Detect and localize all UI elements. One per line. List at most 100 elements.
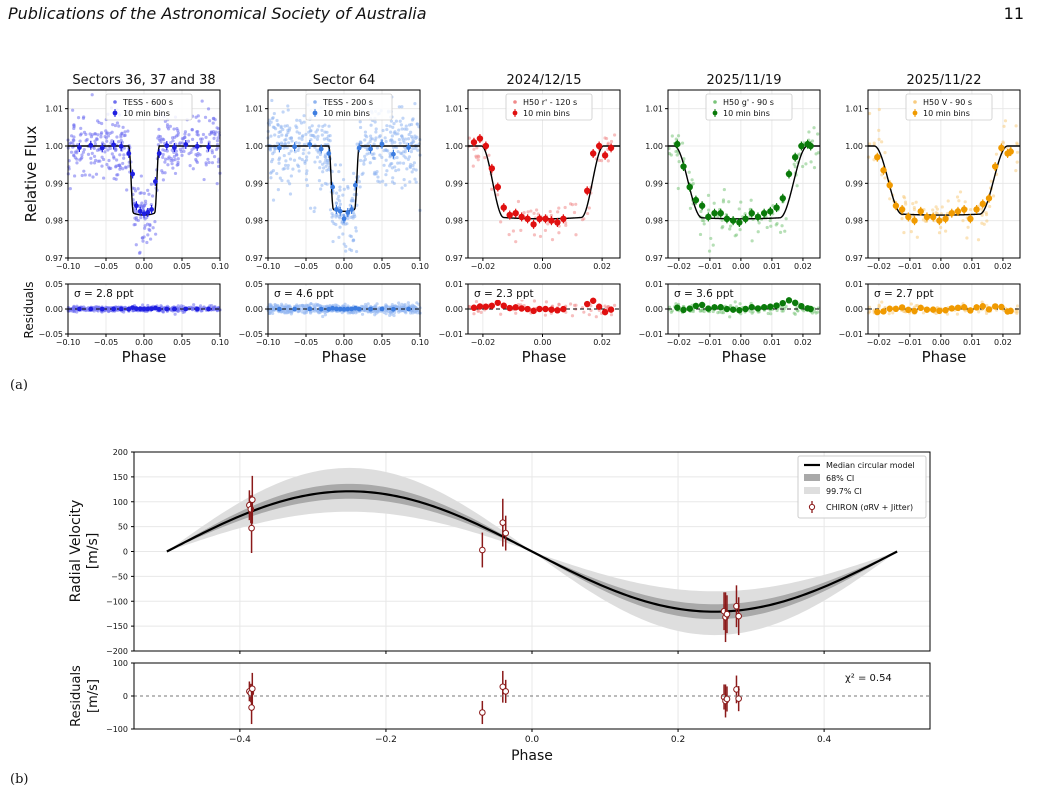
residual-bin-point bbox=[760, 304, 768, 311]
raw-point bbox=[328, 133, 332, 138]
x-tick-label: −0.10 bbox=[56, 262, 81, 271]
raw-point bbox=[792, 162, 796, 166]
raw-point bbox=[676, 134, 681, 138]
raw-point bbox=[69, 150, 74, 154]
raw-point bbox=[161, 171, 165, 175]
residual-x-tick-label: 0.01 bbox=[763, 338, 781, 347]
raw-point bbox=[349, 234, 353, 239]
bin-point bbox=[379, 141, 385, 147]
residual-bin-point bbox=[307, 306, 313, 312]
residual-point bbox=[248, 704, 255, 711]
legend-label: 10 min bins bbox=[323, 109, 370, 118]
raw-point bbox=[413, 146, 417, 151]
raw-point bbox=[296, 148, 300, 153]
raw-point bbox=[374, 127, 378, 131]
bin-point bbox=[917, 208, 924, 215]
raw-point bbox=[297, 141, 301, 145]
residual-raw-point bbox=[273, 303, 277, 307]
residual-x-tick-label: 0.00 bbox=[534, 338, 552, 347]
residual-bin-point bbox=[686, 305, 693, 312]
raw-point bbox=[334, 201, 339, 205]
raw-point bbox=[795, 184, 799, 188]
residual-bin-point bbox=[353, 305, 358, 311]
x-tick-label: 0.00 bbox=[732, 262, 750, 271]
bin-point bbox=[512, 210, 519, 217]
raw-point bbox=[354, 249, 359, 254]
raw-point bbox=[570, 203, 575, 207]
residual-bin-point bbox=[779, 299, 786, 307]
residual-bin-point bbox=[991, 303, 999, 310]
raw-point bbox=[110, 152, 114, 156]
raw-point bbox=[490, 187, 494, 191]
x-axis-label: Phase bbox=[922, 348, 967, 366]
raw-point bbox=[406, 137, 411, 141]
y-tick-label: 100 bbox=[113, 498, 128, 507]
bin-point bbox=[156, 151, 162, 156]
bin-point bbox=[705, 213, 712, 221]
raw-point bbox=[722, 187, 726, 192]
residual-raw-point bbox=[365, 304, 369, 308]
raw-point bbox=[381, 128, 385, 133]
raw-point bbox=[809, 160, 813, 164]
bin-point bbox=[773, 204, 780, 211]
bin-point bbox=[530, 221, 537, 228]
y-axis-label-unit: [m/s] bbox=[85, 533, 101, 570]
rv-point bbox=[499, 519, 507, 526]
residual-bin-point bbox=[292, 306, 297, 312]
raw-point bbox=[168, 124, 172, 128]
residual-y-tick-label: −0.01 bbox=[438, 330, 463, 339]
raw-point bbox=[749, 198, 753, 202]
raw-point bbox=[283, 141, 287, 146]
residual-raw-point bbox=[388, 305, 392, 309]
residual-bin-point bbox=[711, 304, 718, 311]
legend-marker-68 bbox=[804, 474, 820, 481]
raw-point bbox=[914, 200, 918, 204]
residual-y-tick-label: 0.00 bbox=[445, 305, 463, 314]
raw-point bbox=[872, 141, 876, 145]
raw-point bbox=[325, 168, 329, 172]
raw-point bbox=[511, 229, 516, 233]
raw-point bbox=[354, 229, 358, 233]
x-tick-label: −0.2 bbox=[375, 735, 397, 745]
raw-point bbox=[384, 183, 388, 187]
raw-point bbox=[680, 141, 685, 145]
residual-bin-point bbox=[723, 305, 731, 313]
bin-point bbox=[973, 206, 980, 213]
raw-point bbox=[391, 176, 395, 180]
raw-point bbox=[406, 157, 410, 161]
residual-y-tick-label: −0.01 bbox=[638, 330, 663, 339]
raw-point bbox=[606, 159, 610, 163]
raw-point bbox=[299, 121, 304, 125]
bin-point bbox=[886, 182, 893, 189]
light-curve-panel-4: 2025/11/19 0.97 0.98 0.99 1.00 1.01 −0.01 0.00 0… bbox=[638, 73, 821, 366]
residual-bin-point bbox=[973, 304, 980, 311]
raw-point bbox=[279, 141, 284, 145]
residual-raw-point bbox=[748, 309, 752, 313]
residual-raw-point bbox=[1015, 311, 1019, 315]
residual-raw-point bbox=[284, 303, 288, 307]
raw-point bbox=[1014, 124, 1018, 128]
residual-bin-point bbox=[494, 299, 502, 306]
bin-point bbox=[164, 143, 170, 149]
raw-point bbox=[804, 162, 808, 166]
residual-raw-point bbox=[412, 305, 416, 309]
raw-point bbox=[390, 141, 394, 145]
raw-point bbox=[877, 107, 881, 112]
raw-point bbox=[122, 153, 126, 157]
bin-point bbox=[674, 140, 681, 148]
raw-point bbox=[142, 191, 146, 195]
raw-point bbox=[127, 164, 131, 168]
residual-bin-point bbox=[674, 304, 681, 311]
bin-point bbox=[172, 145, 177, 150]
raw-point bbox=[720, 218, 724, 222]
raw-point bbox=[140, 236, 144, 240]
raw-point bbox=[390, 161, 394, 166]
residual-y-tick-label: 0.05 bbox=[45, 280, 63, 289]
bin-point bbox=[524, 215, 531, 222]
bin-point bbox=[929, 213, 937, 221]
raw-point bbox=[360, 172, 364, 177]
residual-point bbox=[249, 685, 256, 693]
legend-marker-997 bbox=[804, 487, 820, 494]
x-tick-label: −0.10 bbox=[256, 262, 281, 271]
residual-raw-point bbox=[297, 309, 301, 313]
